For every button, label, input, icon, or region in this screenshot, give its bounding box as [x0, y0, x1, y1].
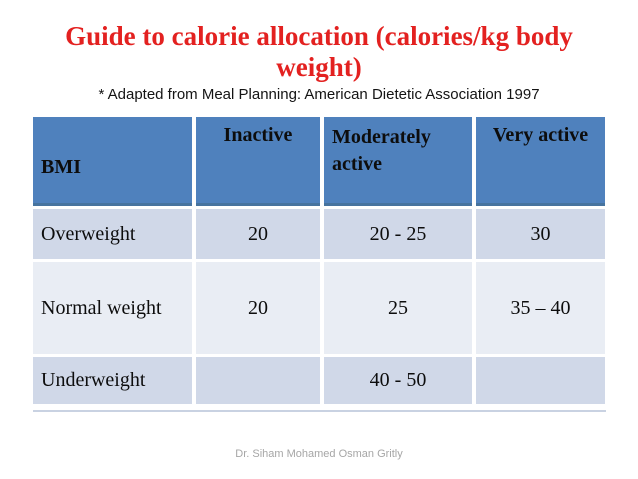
cell-underweight-inactive: [196, 357, 320, 404]
cell-overweight-inactive: 20: [196, 209, 320, 259]
row-label-underweight: Underweight: [33, 357, 192, 404]
cell-normal-weight-very-active: 35 – 40: [476, 262, 605, 354]
cell-overweight-very-active: 30: [476, 209, 605, 259]
header-cell-bmi: BMI: [33, 117, 192, 206]
header-cell-very-active: Very active: [476, 117, 605, 206]
page-title-line-2: weight): [276, 52, 362, 82]
subtitle-source-note: * Adapted from Meal Planning: American D…: [98, 86, 540, 103]
page-title-line-1: Guide to calorie allocation (calories/kg…: [65, 21, 573, 51]
cell-underweight-very-active: [476, 357, 605, 404]
row-label-normal-weight: Normal weight: [33, 262, 192, 354]
footer-author-credit: Dr. Siham Mohamed Osman Gritly: [235, 448, 403, 460]
cell-underweight-moderately-active: 40 - 50: [324, 357, 472, 404]
table-bottom-rule: [33, 410, 606, 412]
cell-normal-weight-inactive: 20: [196, 262, 320, 354]
row-label-overweight: Overweight: [33, 209, 192, 259]
cell-normal-weight-moderately-active: 25: [324, 262, 472, 354]
header-cell-moderately-active: Moderately active: [324, 117, 472, 206]
cell-overweight-moderately-active: 20 - 25: [324, 209, 472, 259]
page-title: Guide to calorie allocation (calories/kg…: [0, 21, 638, 83]
header-cell-inactive: Inactive: [196, 117, 320, 206]
calorie-allocation-table: BMI Inactive Moderately active Very acti…: [33, 117, 606, 404]
